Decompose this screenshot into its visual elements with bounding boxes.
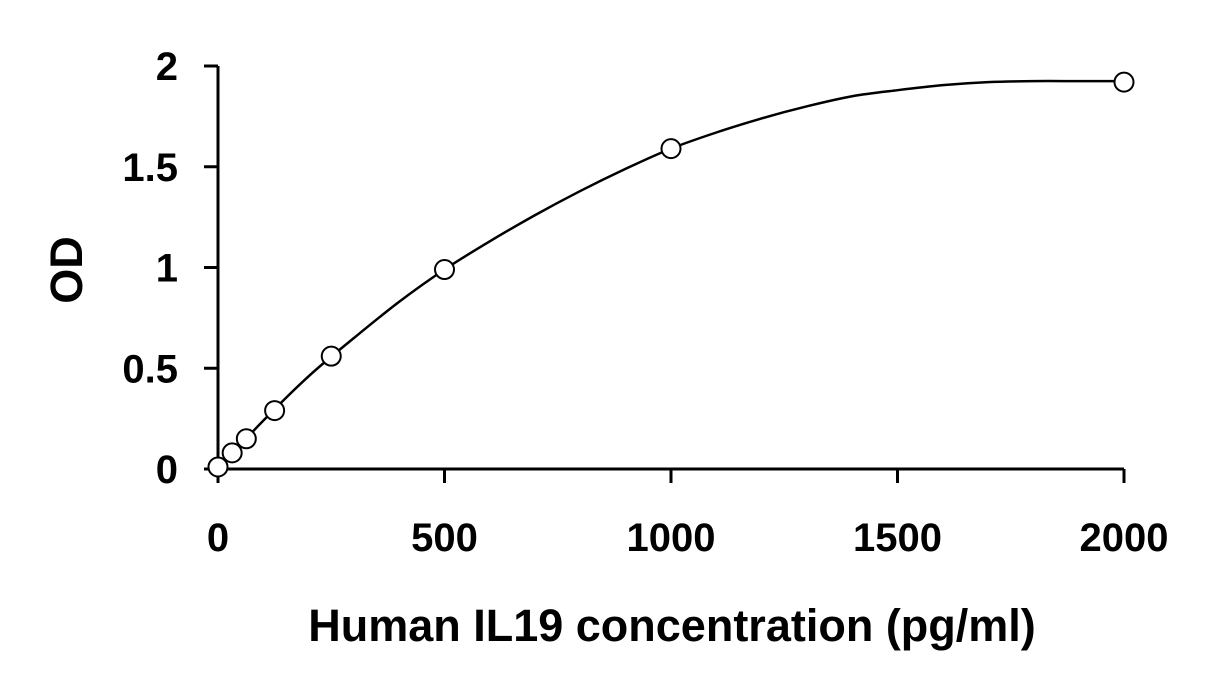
x-ticks: 0 500 1000 1500 2000 xyxy=(207,469,1169,560)
data-point xyxy=(221,442,243,464)
data-point xyxy=(264,400,286,422)
y-axis-title: OD xyxy=(41,236,92,304)
data-point xyxy=(235,428,257,450)
y-tick-label: 0.5 xyxy=(122,347,178,391)
data-point xyxy=(1113,71,1135,93)
x-tick-label: 500 xyxy=(411,516,478,560)
y-tick-label: 1 xyxy=(156,247,178,291)
y-tick-label: 1.5 xyxy=(122,146,178,190)
x-axis-title: Human IL19 concentration (pg/ml) xyxy=(308,600,1036,651)
x-tick-label: 2000 xyxy=(1080,516,1169,560)
data-point xyxy=(660,138,682,160)
data-points-layer xyxy=(207,71,1135,478)
x-tick-label: 1000 xyxy=(627,516,716,560)
y-ticks: 0 0.5 1 1.5 2 xyxy=(122,45,218,492)
data-point xyxy=(320,345,342,367)
x-tick-label: 0 xyxy=(207,516,229,560)
data-point xyxy=(434,259,455,281)
axes xyxy=(216,66,1124,471)
y-tick-label: 2 xyxy=(156,45,178,89)
data-point xyxy=(207,456,229,478)
x-tick-label: 1500 xyxy=(853,516,942,560)
y-tick-label: 0 xyxy=(156,448,178,492)
